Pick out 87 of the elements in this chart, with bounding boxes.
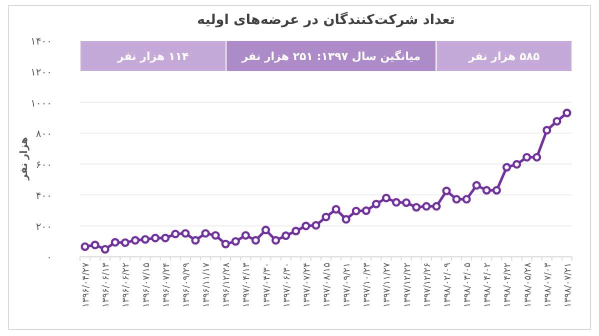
- x-tick-label: ۱۳۹۷/۱۲/۲۶: [422, 262, 433, 308]
- x-tick-label: ۱۳۹۸/۰۲/۰۹: [442, 262, 453, 308]
- x-tick-label: ۱۳۹۸/۰۵/۲۸: [523, 262, 534, 308]
- point: [452, 194, 461, 204]
- point: [251, 236, 260, 245]
- point: [392, 198, 401, 207]
- x-tick-label: ۱۳۹۸/۰۳/۰۵: [463, 262, 474, 308]
- y-tick-label: ۲۰۰: [36, 222, 52, 233]
- point: [492, 186, 501, 195]
- point: [312, 221, 320, 230]
- x-tick-label: ۱۳۹۶/۰۷/۲۴: [162, 262, 172, 308]
- x-tick-label: ۱۳۹۸/۰۷/۰۳: [543, 262, 554, 308]
- x-tick-label: ۱۳۹۶/۰۹/۲۹: [182, 262, 192, 308]
- point: [271, 236, 280, 245]
- point: [130, 236, 140, 245]
- point: [171, 230, 180, 238]
- x-tick-label: ۱۳۹۶/۰۶/۱۳: [102, 262, 112, 308]
- y-tick-label: ۱۰۰۰: [30, 98, 52, 110]
- point: [542, 126, 552, 135]
- point: [322, 212, 330, 222]
- point: [100, 244, 110, 254]
- chart-title: تعداد شرکت‌کنندگان در عرضه‌های اولیه: [197, 11, 455, 28]
- point: [362, 206, 370, 215]
- point: [512, 160, 522, 169]
- point: [140, 235, 150, 244]
- point: [151, 234, 160, 242]
- y-tick-label: ۸۰۰: [36, 129, 52, 140]
- point: [352, 206, 360, 216]
- point: [191, 236, 200, 245]
- point: [110, 238, 120, 247]
- x-tick-label: ۱۳۹۷/۰۶/۳۰: [282, 262, 292, 308]
- x-tick-label: ۱۳۹۷/۰۴/۳۰: [262, 262, 272, 308]
- point: [462, 194, 471, 204]
- point: [161, 234, 170, 242]
- point: [90, 240, 100, 250]
- point: [502, 162, 512, 172]
- point: [120, 238, 130, 247]
- y-tick-label: ۱۴۰۰: [30, 36, 52, 48]
- x-tick-label: ۱۳۹۸/۰۷/۲۱: [563, 262, 574, 308]
- point: [552, 116, 562, 126]
- point: [372, 200, 381, 208]
- y-axis-title: هزار نفر: [19, 137, 30, 182]
- y-tick-label: ۱۲۰۰: [30, 67, 52, 78]
- x-tick-label: ۱۳۹۷/۰۸/۱۵: [322, 262, 332, 308]
- annotation: ۱۱۴ هزار نفر: [116, 50, 189, 63]
- annotation: میانگین سال ۱۳۹۷: ۲۵۱ هزار نفر: [240, 50, 421, 63]
- point: [342, 215, 350, 224]
- point: [432, 202, 441, 211]
- x-tick-label: ۱۳۹۶/۰۶/۲۲: [122, 262, 132, 308]
- point: [472, 181, 481, 190]
- point: [282, 231, 290, 240]
- x-tick-label: ۱۳۹۷/۰۹/۲۱: [342, 262, 353, 308]
- x-tick-label: ۱۳۹۷/۱۱/۲۷: [382, 262, 393, 308]
- point: [532, 152, 542, 162]
- x-tick-label: ۱۳۹۸/۰۴/۲۲: [503, 262, 514, 308]
- y-tick-label: ۶۰۰: [36, 160, 52, 172]
- point: [261, 226, 270, 234]
- point: [522, 152, 532, 162]
- point: [211, 231, 220, 240]
- point: [80, 242, 90, 251]
- point: [442, 186, 451, 196]
- annotation: ۵۸۵ هزار نفر: [467, 50, 540, 63]
- point: [482, 186, 491, 195]
- y-tick-label: ۰: [46, 252, 52, 264]
- x-tick-label: ۱۳۹۷/۱۲/۲۲: [402, 262, 413, 308]
- point: [201, 229, 210, 238]
- point: [332, 204, 340, 214]
- point: [241, 231, 250, 240]
- point: [302, 222, 310, 230]
- point: [382, 194, 391, 202]
- point: [221, 240, 230, 248]
- point: [562, 108, 572, 118]
- x-tick-label: ۱۳۹۷/۰۴/۱۳: [242, 262, 252, 308]
- point: [412, 202, 421, 212]
- x-tick-label: ۱۳۹۸/۰۴/۰۲: [483, 262, 494, 308]
- x-tick-label: ۱۳۹۷/۱۰/۲۳: [362, 262, 373, 308]
- point: [422, 202, 431, 211]
- point: [181, 229, 190, 238]
- point: [402, 198, 411, 207]
- x-tick-label: ۱۳۹۷/۰۷/۲۴: [302, 262, 312, 308]
- x-tick-label: ۱۳۹۶/۱۲/۲۸: [222, 262, 232, 308]
- y-tick-label: ۴۰۰: [36, 190, 52, 202]
- point: [292, 226, 300, 236]
- x-tick-label: ۱۳۹۶/۱۱/۱۷: [202, 262, 212, 308]
- point: [231, 237, 240, 246]
- x-tick-label: ۱۳۹۶/۰۴/۲۷: [82, 262, 92, 308]
- x-tick-label: ۱۳۹۶/۰۷/۱۵: [142, 262, 152, 308]
